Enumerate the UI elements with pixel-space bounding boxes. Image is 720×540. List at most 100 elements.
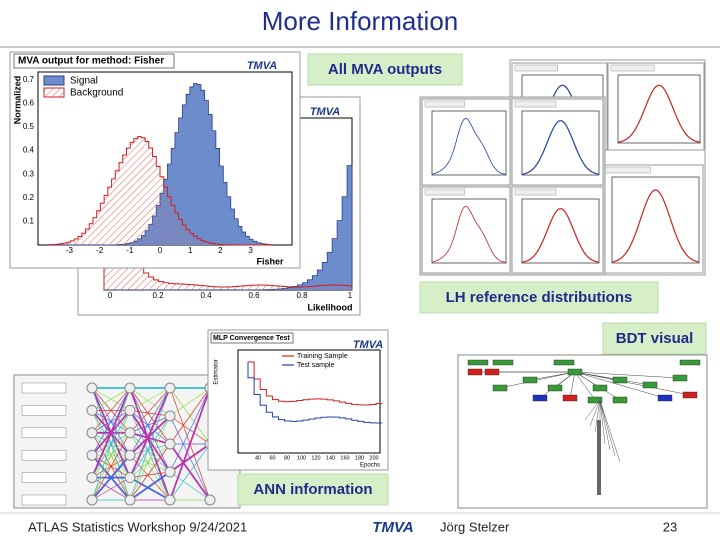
mini-title — [424, 100, 465, 108]
callout-text: ANN information — [253, 481, 372, 498]
bdt-leaf-edge — [589, 399, 601, 427]
ann-connection — [169, 387, 211, 417]
fisher-title: MVA output for method: Fisher — [18, 56, 164, 67]
ann-connection — [91, 432, 131, 501]
mini-frame — [431, 198, 507, 264]
legend-label: Background — [70, 88, 123, 99]
footer-author: Jörg Stelzer — [440, 519, 510, 534]
ann-node — [86, 449, 98, 461]
bdt-node — [522, 376, 538, 384]
mlp-curve — [247, 362, 383, 424]
bdt-node — [642, 381, 658, 389]
ann-connection — [129, 387, 171, 473]
bdt-header — [467, 359, 489, 366]
bdt-leaf — [597, 420, 601, 495]
content: TMVA 0 0.2 0.4 0.6 0.8 1 Likelihood MVA output f… — [9, 51, 708, 509]
ann-connection — [129, 387, 171, 456]
ann-node — [86, 472, 98, 484]
mlp-curve — [248, 361, 383, 406]
ann-input-box — [21, 449, 67, 461]
mini-title — [610, 64, 655, 72]
bdt-panel — [457, 354, 708, 509]
ann-node — [164, 494, 176, 506]
mlp-title-box — [210, 332, 294, 344]
ann-connection — [129, 387, 171, 501]
y-tick-label: 0.2 — [23, 193, 35, 202]
x-tick-label: 2 — [218, 246, 223, 255]
mini-curve — [431, 205, 507, 263]
legend-label: Training Sample — [297, 353, 348, 360]
ann-connection — [129, 415, 171, 434]
ann-connection — [169, 443, 211, 501]
bdt-header — [492, 359, 514, 366]
bdt-node — [612, 376, 628, 384]
ann-connection — [169, 387, 211, 501]
y-tick-label: 0.4 — [23, 146, 35, 155]
x-tick-label: 0.2 — [152, 291, 164, 300]
ann-node — [164, 410, 176, 422]
bdt-leaf-edge — [599, 399, 606, 445]
x-tick-label: 100 — [297, 455, 306, 461]
y-axis-label: Normalized — [12, 76, 22, 125]
ann-input-box — [21, 427, 67, 439]
callout-text: All MVA outputs — [328, 61, 442, 78]
mini-frame — [617, 74, 701, 144]
footer-event: ATLAS Statistics Workshop 9/24/2021 — [28, 519, 247, 534]
callout-text: LH reference distributions — [446, 289, 633, 306]
mini-frame — [431, 110, 507, 176]
x-tick-label: 200 — [369, 455, 378, 461]
bdt-edge — [574, 371, 666, 399]
x-axis-label: Fisher — [256, 256, 284, 266]
likelihood-logo: TMVA — [310, 106, 340, 118]
fisher-logo: TMVA — [247, 60, 277, 72]
ann-connection — [91, 387, 131, 501]
ann-node — [164, 466, 176, 478]
ann-connection — [129, 443, 171, 456]
ann-connection — [129, 387, 171, 417]
bdt-node — [532, 394, 548, 402]
ann-node — [86, 427, 98, 439]
footer-logo: TMVA — [372, 519, 413, 536]
likelihood-background — [103, 124, 353, 290]
mini-title — [424, 188, 465, 196]
ann-connection — [129, 415, 171, 456]
bdt-edge — [574, 371, 651, 386]
bdt-node — [672, 374, 688, 382]
bdt-node — [682, 391, 698, 399]
y-tick-label: 0.1 — [23, 217, 35, 226]
x-tick-label: 0 — [158, 246, 163, 255]
y-axis-label: Estimator — [214, 359, 220, 384]
bdt-edge — [574, 371, 596, 401]
x-tick-label: 3 — [248, 246, 253, 255]
x-tick-label: 80 — [284, 455, 290, 461]
ann-connection — [129, 410, 171, 417]
bdt-leaf-edge — [594, 399, 601, 433]
page-number: 23 — [663, 519, 677, 534]
ann-connection — [129, 409, 171, 473]
bdt-edge — [574, 371, 691, 396]
y-tick-label: 0.6 — [23, 99, 35, 108]
ann-connection — [129, 410, 171, 445]
ann-connection — [91, 477, 131, 501]
bdt-leaf-edge — [584, 399, 601, 421]
bdt-header — [553, 359, 575, 366]
x-tick-label: 1 — [348, 291, 353, 300]
ann-connection — [169, 471, 211, 501]
callout-box — [419, 281, 659, 314]
ann-connection — [129, 387, 171, 411]
legend-label: Test sample — [297, 362, 334, 369]
mini-curve — [521, 119, 600, 175]
bdt-header — [679, 359, 701, 366]
ann-connection — [129, 443, 171, 478]
ann-input-box — [21, 494, 67, 506]
bdt-leaf-edge — [599, 399, 621, 463]
ann-input-box — [21, 382, 67, 394]
x-tick-label: 1 — [188, 246, 193, 255]
bdt-node — [547, 384, 563, 392]
ann-connection — [169, 387, 211, 445]
bdt-node — [657, 394, 673, 402]
ann-connection — [169, 387, 211, 473]
fisher-background — [47, 136, 272, 246]
ann-node — [124, 472, 136, 484]
